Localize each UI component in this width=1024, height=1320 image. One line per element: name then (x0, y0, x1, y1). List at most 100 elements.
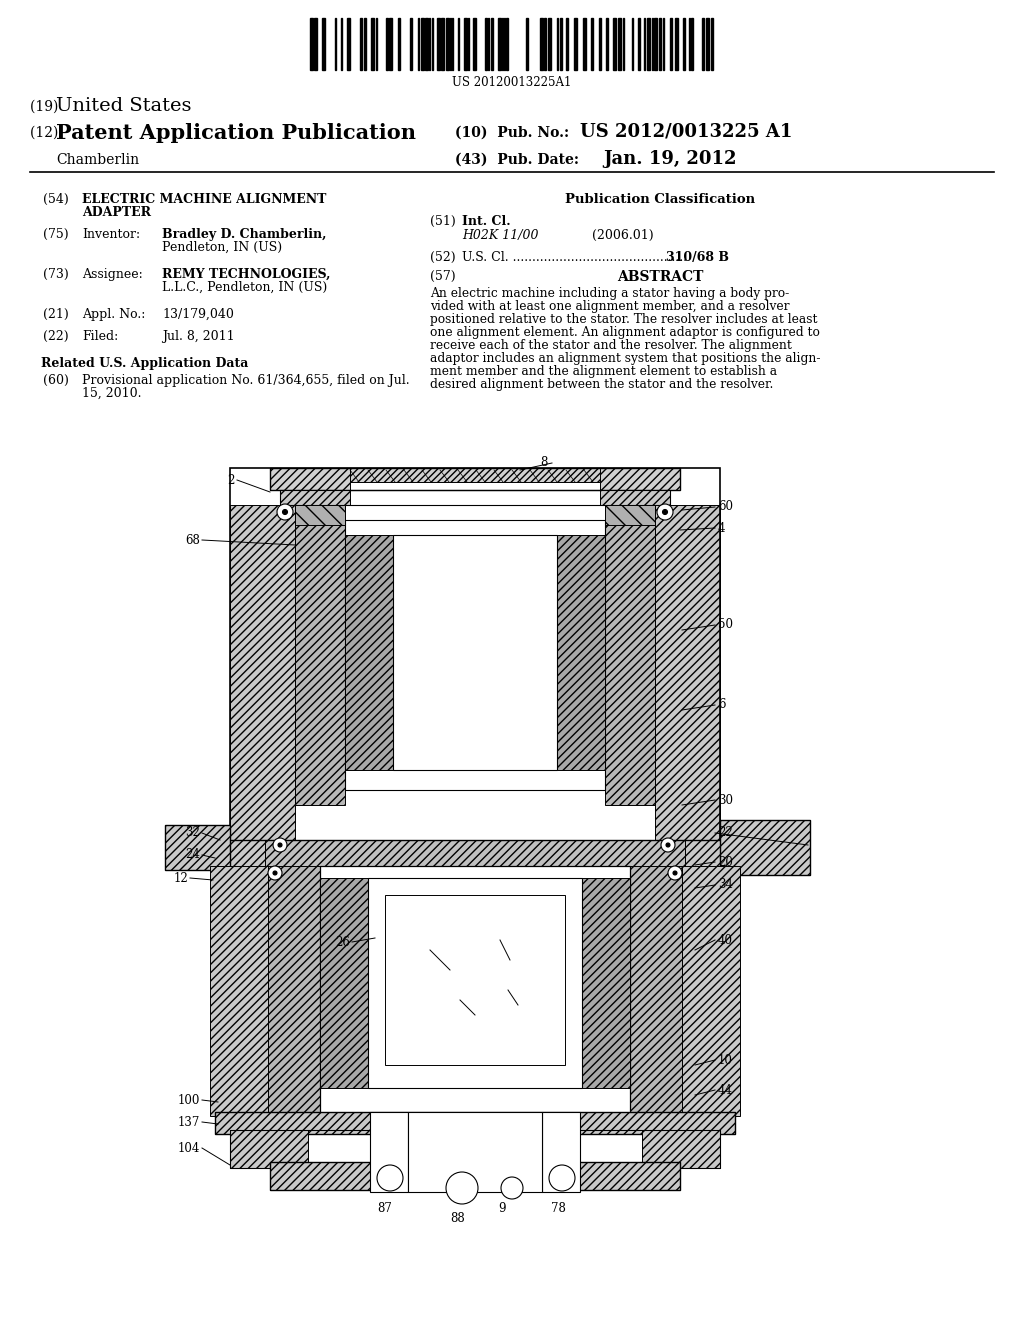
Bar (574, 18, 577, 70)
Bar (319, 878, 368, 1088)
Bar (526, 18, 528, 70)
Text: 310/68 B: 310/68 B (666, 251, 729, 264)
Bar (319, 866, 630, 1115)
Bar (408, 1111, 542, 1192)
Bar (605, 506, 660, 554)
Bar (720, 820, 810, 875)
Text: (10)  Pub. No.:: (10) Pub. No.: (455, 125, 569, 140)
Bar (437, 18, 440, 70)
Bar (542, 1111, 580, 1192)
Circle shape (268, 866, 282, 880)
Text: An electric machine including a stator having a body pro-: An electric machine including a stator h… (430, 286, 790, 300)
Text: 26: 26 (335, 936, 350, 949)
Bar (670, 18, 672, 70)
Bar (630, 866, 682, 1115)
Bar (270, 1162, 680, 1191)
Bar (230, 506, 295, 845)
Text: Assignee:: Assignee: (82, 268, 142, 281)
Text: 40: 40 (718, 933, 733, 946)
Bar (314, 18, 317, 70)
Text: Publication Classification: Publication Classification (565, 193, 755, 206)
Text: 15, 2010.: 15, 2010. (82, 387, 141, 400)
Bar (446, 18, 449, 70)
Text: US 20120013225A1: US 20120013225A1 (453, 77, 571, 88)
Bar (295, 506, 345, 805)
Bar (605, 506, 655, 525)
Text: 30: 30 (718, 793, 733, 807)
Bar (548, 18, 551, 70)
Bar (566, 18, 568, 70)
Text: US 2012/0013225 A1: US 2012/0013225 A1 (580, 123, 793, 141)
Text: (54): (54) (43, 193, 69, 206)
Text: 20: 20 (718, 855, 733, 869)
Circle shape (657, 504, 673, 520)
Bar (345, 520, 605, 789)
Bar (659, 18, 662, 70)
Text: 22: 22 (718, 826, 733, 840)
Text: 6: 6 (718, 698, 725, 711)
Text: (19): (19) (30, 100, 62, 114)
Text: 34: 34 (718, 879, 733, 891)
Bar (195, 840, 265, 869)
Text: 10: 10 (718, 1053, 733, 1067)
Bar (165, 825, 230, 870)
Bar (270, 469, 350, 490)
Text: 13/179,040: 13/179,040 (162, 308, 233, 321)
Circle shape (673, 871, 677, 875)
Text: Int. Cl.: Int. Cl. (462, 215, 511, 228)
Bar (691, 18, 693, 70)
Text: 8: 8 (540, 457, 548, 470)
Text: Patent Application Publication: Patent Application Publication (56, 123, 416, 143)
Bar (290, 506, 345, 554)
Text: (52): (52) (430, 251, 456, 264)
Text: REMY TECHNOLOGIES,: REMY TECHNOLOGIES, (162, 268, 331, 281)
Text: 68: 68 (185, 533, 200, 546)
Text: 12: 12 (173, 871, 188, 884)
Text: ADAPTER: ADAPTER (82, 206, 151, 219)
Circle shape (668, 866, 682, 880)
Circle shape (273, 871, 278, 875)
Bar (393, 535, 557, 770)
Bar (441, 18, 444, 70)
Bar (675, 18, 678, 70)
Bar (310, 18, 313, 70)
Text: 87: 87 (378, 1201, 392, 1214)
Text: one alignment element. An alignment adaptor is configured to: one alignment element. An alignment adap… (430, 326, 820, 339)
Text: (43)  Pub. Date:: (43) Pub. Date: (455, 153, 579, 168)
Text: (22): (22) (43, 330, 69, 343)
Bar (473, 18, 476, 70)
Bar (421, 18, 424, 70)
Text: (12): (12) (30, 125, 62, 140)
Bar (647, 18, 650, 70)
Circle shape (663, 510, 668, 515)
Bar (215, 1111, 735, 1134)
Text: (60): (60) (43, 374, 69, 387)
Bar (210, 866, 268, 1115)
Text: Bradley D. Chamberlin,: Bradley D. Chamberlin, (162, 228, 327, 242)
Bar (345, 535, 393, 770)
Text: 32: 32 (185, 826, 200, 840)
Text: ment member and the alignment element to establish a: ment member and the alignment element to… (430, 366, 777, 378)
Bar (706, 18, 709, 70)
Text: Inventor:: Inventor: (82, 228, 140, 242)
Bar (425, 18, 428, 70)
Text: (2006.01): (2006.01) (560, 228, 653, 242)
Text: (73): (73) (43, 268, 69, 281)
Bar (506, 18, 508, 70)
Bar (683, 18, 685, 70)
Circle shape (377, 1166, 403, 1191)
Bar (175, 455, 835, 1295)
Text: (75): (75) (43, 228, 69, 242)
Bar (600, 490, 670, 506)
Bar (368, 878, 582, 1088)
Bar (322, 18, 325, 70)
Text: 78: 78 (551, 1201, 565, 1214)
Circle shape (501, 1177, 523, 1199)
Bar (600, 469, 680, 490)
Text: receive each of the stator and the resolver. The alignment: receive each of the stator and the resol… (430, 339, 792, 352)
Bar (195, 840, 755, 869)
Text: 44: 44 (718, 1084, 733, 1097)
Bar (295, 506, 345, 525)
Bar (685, 840, 755, 869)
Bar (606, 18, 608, 70)
